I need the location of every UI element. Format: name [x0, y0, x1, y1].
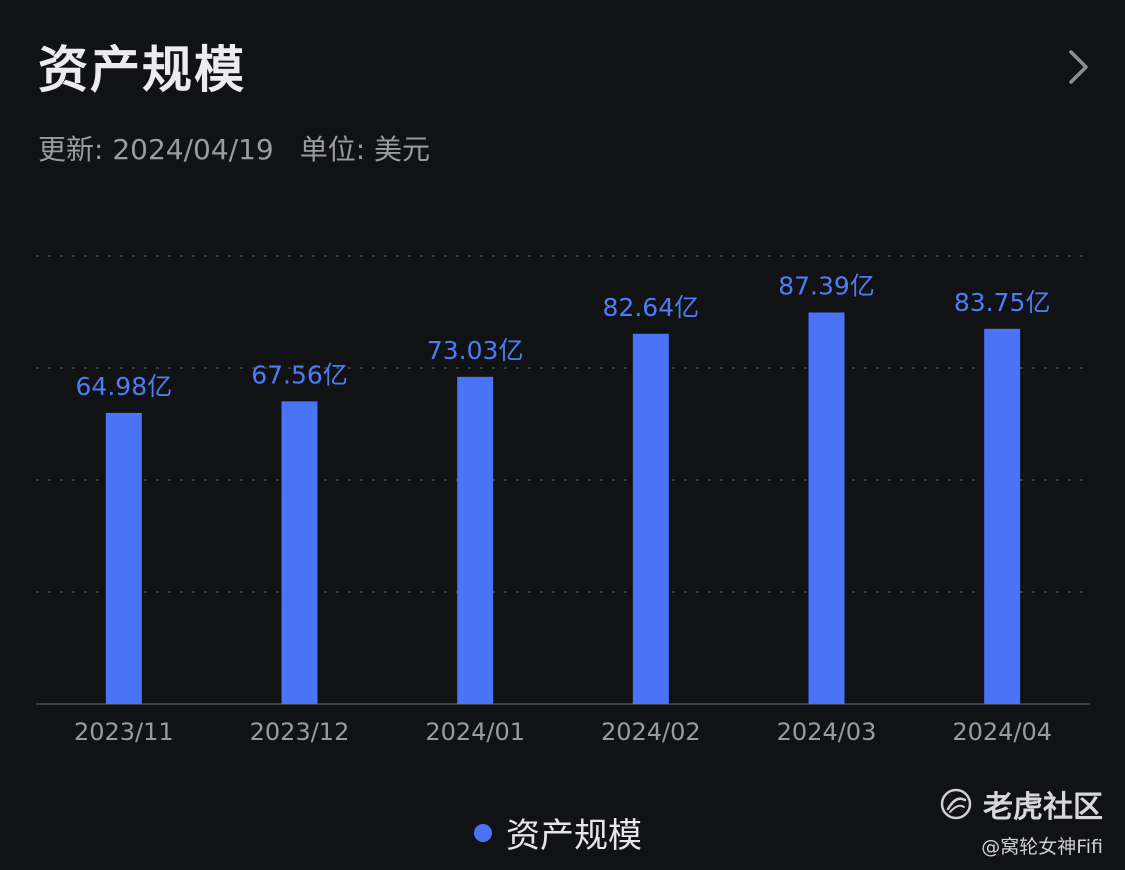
x-tick-label-2023/11: 2023/11	[74, 718, 174, 746]
data-label-2024/04: 83.75亿	[954, 288, 1051, 317]
tiger-logo-icon	[940, 788, 972, 820]
brand-watermark: 老虎社区	[939, 782, 1103, 826]
bar-2024/04	[984, 328, 1021, 704]
chart-meta: 更新: 2024/04/19 单位: 美元	[38, 128, 430, 168]
brand-name: 老虎社区	[983, 790, 1103, 825]
unit-label: 单位: 美元	[299, 133, 431, 166]
x-tick-label-2024/03: 2024/03	[777, 718, 877, 746]
chevron-right-icon[interactable]	[1062, 46, 1094, 88]
legend-label: 资产规模	[506, 816, 642, 856]
data-label-2023/12: 67.56亿	[251, 360, 348, 389]
author-credit: @窝轮女神Fifi	[981, 836, 1103, 858]
x-tick-label-2024/04: 2024/04	[952, 718, 1052, 746]
x-tick-label-2024/01: 2024/01	[425, 718, 525, 746]
x-tick-label-2023/12: 2023/12	[250, 718, 350, 746]
data-label-2024/01: 73.03亿	[427, 336, 524, 365]
x-tick-label-2024/02: 2024/02	[601, 718, 701, 746]
update-date: 更新: 2024/04/19	[38, 133, 274, 166]
page-title: 资产规模	[38, 41, 246, 99]
data-label-2024/02: 82.64亿	[603, 293, 700, 322]
bar-2024/02	[632, 333, 669, 704]
data-label-2024/03: 87.39亿	[778, 271, 875, 300]
bar-2023/12	[281, 401, 318, 704]
bar-2024/03	[808, 312, 845, 704]
legend-marker	[474, 823, 492, 842]
data-label-2023/11: 64.98亿	[76, 372, 173, 401]
bar-2024/01	[457, 376, 494, 704]
chart-legend[interactable]: 资产规模	[474, 808, 642, 857]
bar-2023/11	[105, 412, 142, 704]
